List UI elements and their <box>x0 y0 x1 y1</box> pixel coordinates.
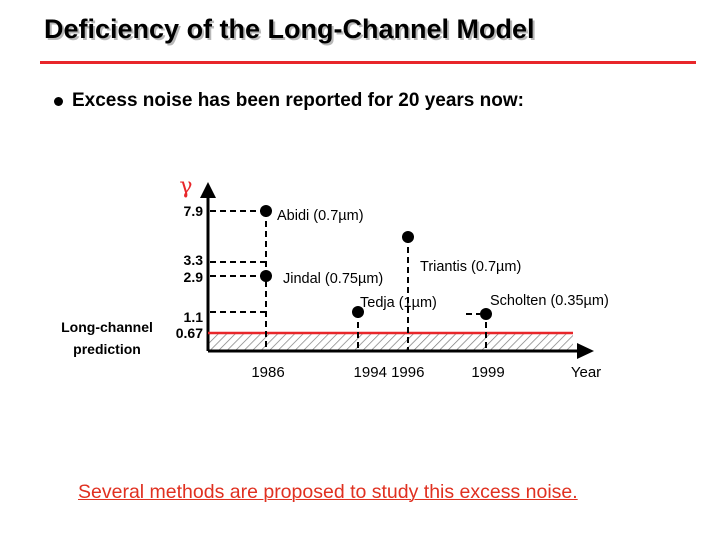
slide-title: Deficiency of the Long-Channel Model <box>44 14 535 44</box>
point-label-jindal: Jindal (0.75µm) <box>283 271 383 287</box>
point-label-scholten: Scholten (0.35µm) <box>490 293 609 309</box>
point-abidi <box>260 205 272 217</box>
point-jindal-high <box>260 270 272 282</box>
y-tick-label: 2.9 <box>184 269 204 285</box>
bullet-point: Excess noise has been reported for 20 ye… <box>54 90 524 112</box>
point-label-abidi: Abidi (0.7µm) <box>277 208 364 224</box>
x-tick-label: 1994 1996 <box>354 364 425 381</box>
point-triantis <box>402 231 414 243</box>
x-axis-arrow <box>577 343 594 359</box>
footer-note: Several methods are proposed to study th… <box>78 481 578 503</box>
bullet-icon <box>54 96 63 106</box>
baseline-label: prediction <box>73 341 141 357</box>
title-underline <box>40 61 696 64</box>
point-tedja <box>352 306 364 318</box>
point-scholten <box>480 308 492 320</box>
y-tick-label: 3.3 <box>184 252 204 268</box>
hatched-region <box>208 333 573 351</box>
x-tick-label: 1999 <box>471 364 504 381</box>
y-tick-label: 0.67 <box>176 325 203 341</box>
point-label-triantis: Triantis (0.7µm) <box>420 259 521 275</box>
y-tick-label: 1.1 <box>184 309 204 325</box>
point-label-tedja: Tedja (1µm) <box>360 295 437 311</box>
y-tick-label: 7.9 <box>184 203 204 219</box>
x-axis-label: Year <box>571 364 601 381</box>
y-axis-arrow <box>200 182 216 198</box>
y-axis-label: γ <box>179 174 192 199</box>
bullet-text: Excess noise has been reported for 20 ye… <box>72 90 524 111</box>
baseline-label: Long-channel <box>61 319 153 335</box>
x-tick-label: 1986 <box>251 364 284 381</box>
